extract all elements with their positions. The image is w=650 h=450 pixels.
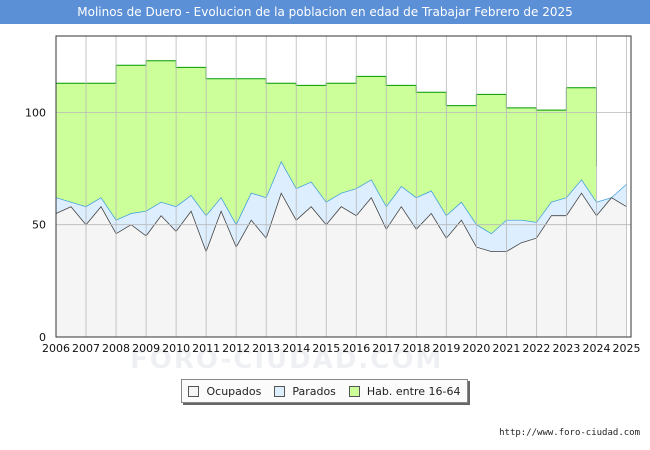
plot-frame <box>55 35 632 338</box>
footer-url[interactable]: http://www.foro-ciudad.com <box>499 428 640 438</box>
x-tick-label-2007: 2007 <box>72 342 100 355</box>
x-tick-label-2016: 2016 <box>342 342 370 355</box>
x-tick-label-2008: 2008 <box>102 342 130 355</box>
x-tick-label-2011: 2011 <box>192 342 220 355</box>
x-tick-label-2022: 2022 <box>522 342 550 355</box>
legend-item-ocupados: Ocupados <box>188 385 261 398</box>
legend-swatch-ocupados <box>188 385 200 397</box>
x-tick-label-2015: 2015 <box>312 342 340 355</box>
x-tick-label-2021: 2021 <box>492 342 520 355</box>
series-area-ocupados <box>56 193 627 337</box>
watermark: FORO-CIUDAD.COM <box>130 345 444 375</box>
y-tick-label-0: 0 <box>39 331 46 344</box>
x-tick-label-2013: 2013 <box>252 342 280 355</box>
x-tick-label-2010: 2010 <box>162 342 190 355</box>
y-tick-label-100: 100 <box>25 106 46 119</box>
x-tick-label-2018: 2018 <box>402 342 430 355</box>
legend-label-ocupados: Ocupados <box>206 384 262 398</box>
series-line-ocupados <box>55 192 627 253</box>
legend-label-parados: Parados <box>292 384 336 398</box>
x-tick-label-2014: 2014 <box>282 342 310 355</box>
legend-item-hab: Hab. entre 16-64 <box>348 384 461 398</box>
legend-swatch-parados <box>274 385 286 397</box>
legend-item-parados: Parados <box>274 385 336 398</box>
x-tick-label-2020: 2020 <box>462 342 490 355</box>
x-tick-label-2006: 2006 <box>42 342 70 355</box>
legend-label-hab: Hab. entre 16-64 <box>366 384 461 398</box>
chart-title: Molinos de Duero - Evolucion de la pobla… <box>0 0 650 24</box>
legend: Ocupados Parados Hab. entre 16-64 <box>181 379 468 403</box>
x-tick-label-2009: 2009 <box>132 342 160 355</box>
x-tick-label-2019: 2019 <box>432 342 460 355</box>
x-tick-label-2024: 2024 <box>582 342 610 355</box>
x-tick-label-2012: 2012 <box>222 342 250 355</box>
series-line-parados <box>55 161 627 235</box>
x-tick-label-2023: 2023 <box>552 342 580 355</box>
x-tick-label-2025: 2025 <box>612 342 640 355</box>
y-tick-label-50: 50 <box>32 219 46 232</box>
legend-swatch-hab <box>348 385 360 397</box>
x-tick-label-2017: 2017 <box>372 342 400 355</box>
